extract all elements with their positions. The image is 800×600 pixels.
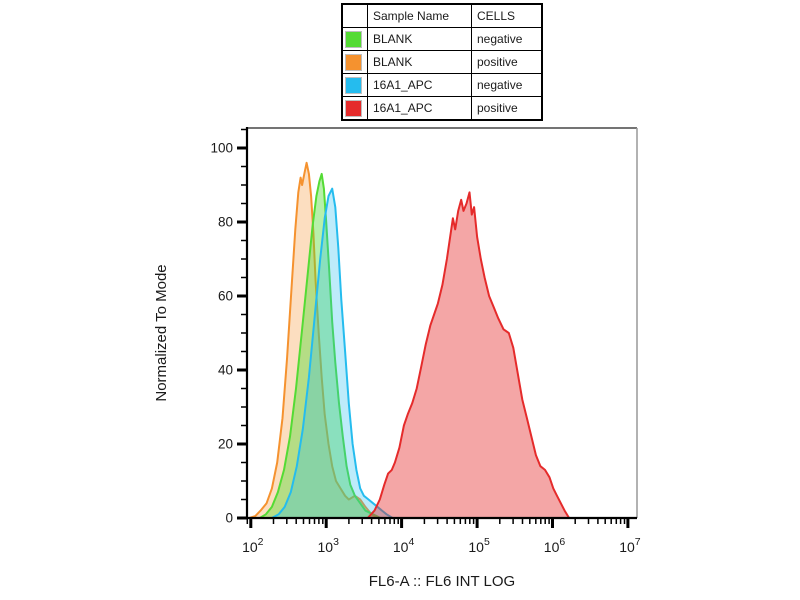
x-axis-title: FL6-A :: FL6 INT LOG [369, 573, 515, 590]
curve-16a1apc-negative [271, 187, 394, 519]
legend-table: Sample Name CELLS BLANK negative BLANK p… [341, 3, 543, 121]
y-tick-label: 80 [218, 215, 233, 230]
x-tick-label: 106 [544, 536, 566, 555]
curve-blank-positive [248, 161, 379, 519]
legend-sample-name: 16A1_APC [367, 96, 472, 121]
x-tick-label: 107 [619, 536, 641, 555]
legend-header-sample-name: Sample Name [367, 3, 472, 28]
legend-row-blank-positive: BLANK positive [341, 50, 543, 74]
legend-header-cells: CELLS [471, 3, 543, 28]
y-tick-label: 40 [218, 363, 233, 378]
color-swatch-blue [345, 76, 362, 94]
legend-row-16a1apc-positive: 16A1_APC positive [341, 96, 543, 121]
legend-sample-name: 16A1_APC [367, 73, 472, 97]
y-tick-label: 100 [210, 141, 233, 156]
legend-cells-value: negative [471, 27, 543, 51]
legend-cells-value: positive [471, 96, 543, 121]
legend-row-16a1apc-negative: 16A1_APC negative [341, 73, 543, 97]
x-tick-label: 103 [317, 536, 339, 555]
y-tick-label: 60 [218, 289, 233, 304]
legend-header-swatch [341, 3, 368, 28]
tick-labels-layer: 102 103 104 105 106 107 0 20 40 60 80 100 [210, 141, 640, 556]
legend-sample-name: BLANK [367, 50, 472, 74]
legend: Sample Name CELLS BLANK negative BLANK p… [341, 3, 543, 121]
legend-row-blank-negative: BLANK negative [341, 27, 543, 51]
y-axis-title: Normalized To Mode [153, 264, 170, 401]
curves-layer [247, 161, 637, 519]
y-tick-label: 0 [225, 511, 233, 526]
axes-layer [237, 127, 638, 528]
curve-16a1apc-positive [366, 191, 570, 519]
color-swatch-orange [345, 53, 362, 71]
curve-fill-blank-negative [247, 173, 637, 518]
legend-header-row: Sample Name CELLS [341, 3, 543, 28]
curve-blank-negative [247, 172, 637, 519]
curve-fill-16a1apc-positive [367, 192, 570, 518]
legend-cells-value: negative [471, 73, 543, 97]
x-tick-label: 102 [242, 536, 264, 555]
legend-sample-name: BLANK [367, 27, 472, 51]
legend-cells-value: positive [471, 50, 543, 74]
x-tick-label: 105 [468, 536, 490, 555]
x-tick-label: 104 [393, 536, 415, 555]
y-tick-label: 20 [218, 437, 233, 452]
color-swatch-red [345, 99, 362, 117]
color-swatch-green [345, 30, 362, 48]
